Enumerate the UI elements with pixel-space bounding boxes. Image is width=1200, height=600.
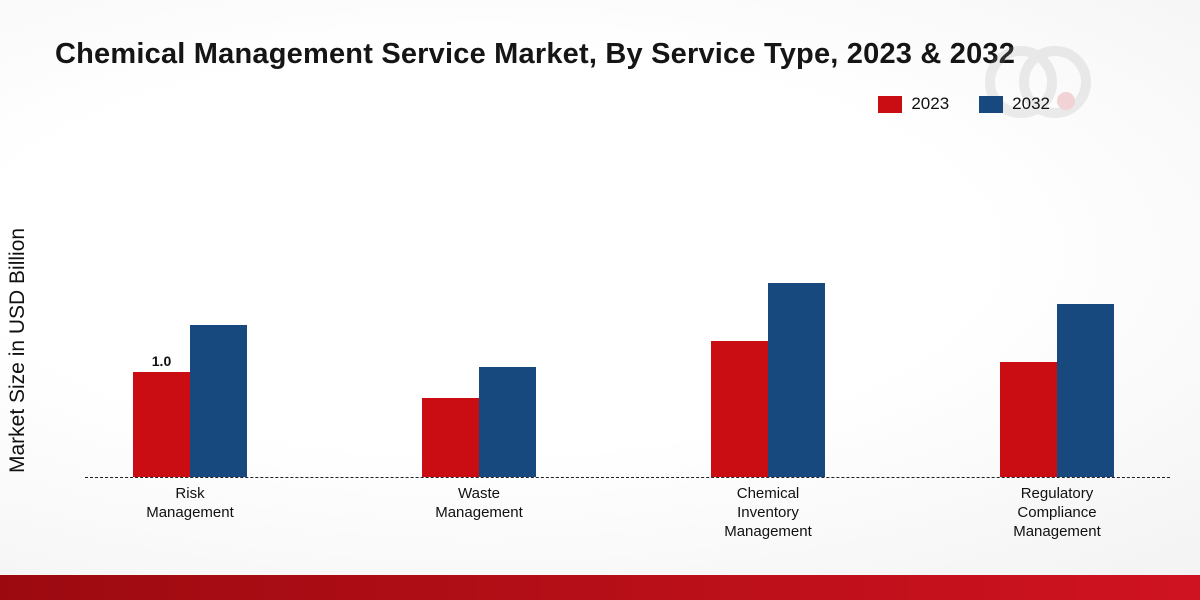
bar-value-label: 1.0: [151, 353, 172, 369]
bar-wrap-2023: [422, 398, 479, 477]
bar-wrap-2032: [1057, 303, 1114, 477]
legend-swatch-2023: [878, 95, 903, 113]
x-axis-baseline: [85, 477, 1170, 478]
bar-wrap-2023: [1000, 361, 1057, 477]
category-label: Chemical Inventory Management: [724, 485, 812, 541]
footer-accent-bar: [0, 575, 1200, 600]
bar-group: 1.0: [133, 324, 247, 477]
bar-wrap-2032: [479, 366, 536, 477]
bar-2023: [422, 398, 479, 477]
legend-swatch-2032: [979, 95, 1004, 113]
category-label: Regulatory Compliance Management: [1013, 485, 1101, 541]
legend-label-2023: 2023: [911, 94, 950, 113]
bar-2032: [190, 324, 247, 477]
bar-wrap-2023: 1.0: [133, 353, 190, 477]
y-axis-label: Market Size in USD Billion: [6, 227, 29, 473]
category-label: Risk Management: [146, 485, 234, 522]
bar-2032: [768, 282, 825, 477]
bar-group: [711, 282, 825, 477]
bars-row: 1.0: [85, 282, 1170, 477]
bar-2032: [479, 366, 536, 477]
chart-title: Chemical Management Service Market, By S…: [55, 38, 1016, 70]
bar-group: [422, 366, 536, 477]
category-label: Waste Management: [435, 485, 523, 522]
bar-wrap-2023: [711, 340, 768, 477]
bar-2023: [1000, 361, 1057, 477]
legend-item-2032: 2032: [979, 94, 1050, 114]
chart-legend: 2023 2032: [878, 94, 1050, 114]
bar-2032: [1057, 303, 1114, 477]
bar-2023: [133, 372, 190, 477]
bar-wrap-2032: [768, 282, 825, 477]
bar-group: [1000, 303, 1114, 477]
watermark-dot: [1057, 92, 1075, 110]
bar-wrap-2032: [190, 324, 247, 477]
legend-label-2032: 2032: [1012, 94, 1050, 113]
category-labels-row: Risk Management Waste Management Chemical Inv…: [85, 484, 1170, 541]
legend-item-2023: 2023: [878, 94, 949, 114]
bar-2023: [711, 340, 768, 477]
